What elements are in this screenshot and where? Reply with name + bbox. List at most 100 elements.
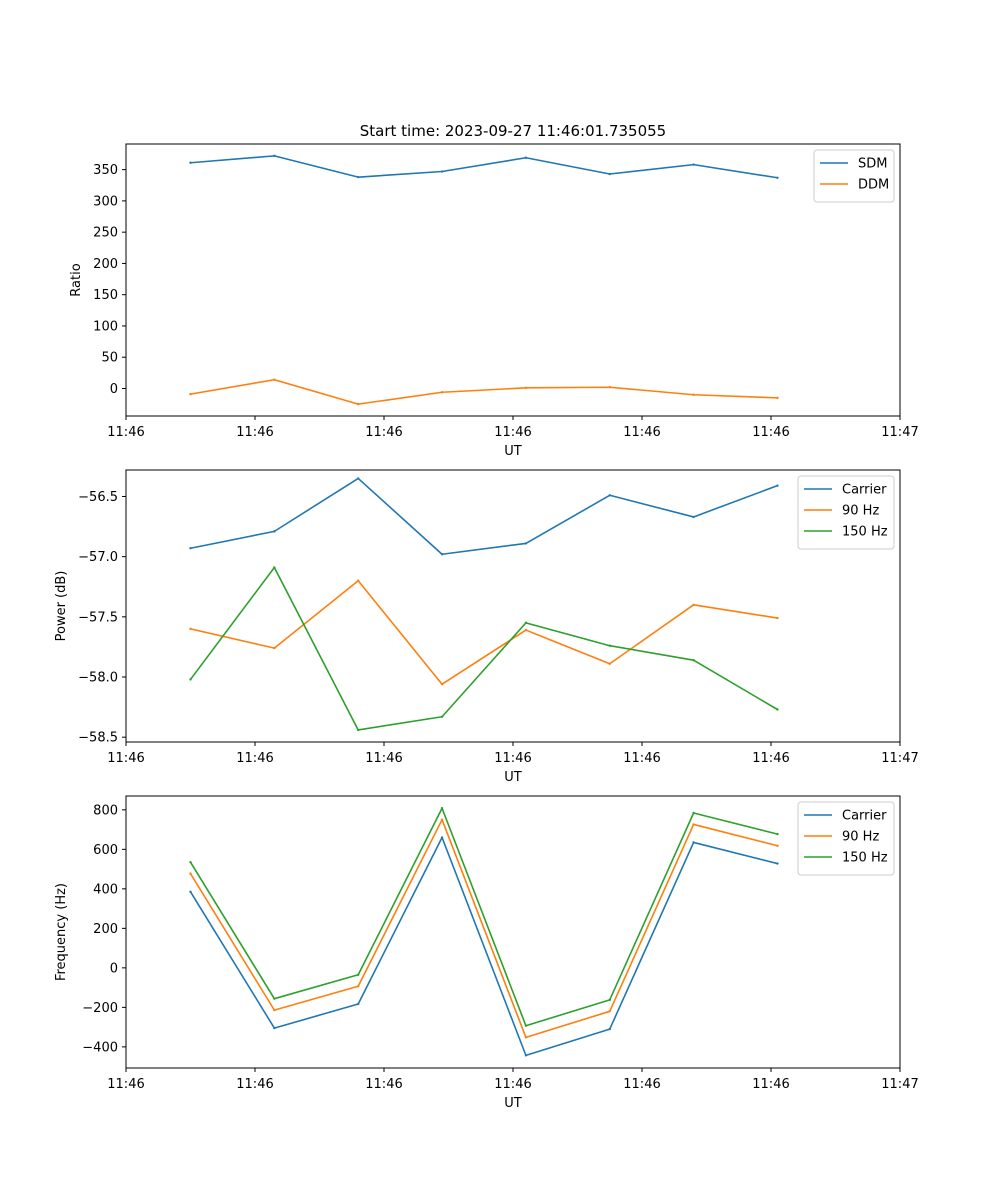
series-line-carrier — [189, 836, 778, 1057]
y-tick-label: −57.5 — [78, 610, 118, 625]
y-tick-label: 200 — [93, 922, 118, 937]
data-point — [273, 378, 276, 381]
data-point — [776, 844, 779, 847]
data-point — [273, 997, 276, 1000]
series-line-sdm — [190, 155, 778, 179]
legend: SDM DDM — [813, 149, 895, 203]
y-tick-label: −58.5 — [78, 731, 118, 746]
data-point — [440, 836, 444, 839]
data-point — [608, 1010, 611, 1013]
x-axis-label: UT — [504, 1096, 522, 1111]
data-point — [608, 1027, 611, 1031]
x-tick-label: 11:46 — [107, 751, 144, 766]
data-point — [776, 708, 779, 711]
data-point — [189, 860, 192, 864]
data-point — [524, 628, 528, 632]
data-point — [524, 1054, 528, 1057]
y-tick-label: −57.0 — [78, 550, 118, 565]
y-tick-label: 800 — [93, 803, 118, 818]
legend-label: 150 Hz — [842, 851, 888, 866]
y-tick-label: −56.5 — [78, 490, 118, 505]
data-point — [776, 832, 779, 836]
x-tick-label: 11:46 — [494, 425, 531, 440]
data-point — [189, 678, 192, 681]
data-point — [357, 973, 360, 976]
plots-container: 11:46 11:46 11:46 11:46 11:46 11:46 11:47 0 50 10… — [54, 143, 919, 1111]
data-point — [608, 494, 611, 497]
data-point — [776, 862, 779, 865]
x-axis-label: UT — [504, 770, 522, 785]
x-tick-label: 11:46 — [107, 425, 144, 440]
data-point — [273, 646, 276, 650]
data-point — [692, 823, 695, 826]
x-tick-label: 11:47 — [881, 1077, 918, 1092]
data-point — [608, 998, 611, 1002]
data-point — [189, 890, 192, 894]
series-line-carrier — [190, 477, 778, 556]
data-point — [692, 163, 695, 166]
data-point — [524, 1036, 528, 1039]
data-point — [692, 658, 695, 662]
x-tick-label: 11:46 — [752, 1077, 789, 1092]
y-tick-label: 300 — [93, 194, 118, 209]
y-tick-label: 150 — [93, 288, 118, 303]
y-tick-label: 50 — [101, 351, 118, 366]
legend-label: DDM — [858, 178, 889, 193]
data-point — [189, 392, 192, 396]
data-point — [692, 515, 695, 519]
data-point — [357, 728, 360, 732]
data-point — [440, 683, 444, 686]
data-point — [440, 553, 444, 556]
data-point — [357, 477, 360, 480]
series-line-90-hz — [189, 818, 778, 1039]
x-tick-label: 11:46 — [365, 425, 402, 440]
y-tick-label: −400 — [82, 1040, 118, 1055]
data-point — [357, 175, 360, 179]
data-point — [273, 1026, 276, 1030]
series-line-150-hz — [189, 566, 778, 731]
plot-panel-3: 11:46 11:46 11:46 11:46 11:46 11:46 11:47 −400 −… — [54, 795, 919, 1111]
data-point — [692, 603, 695, 606]
data-point — [608, 644, 611, 647]
series-line-150-hz — [189, 807, 778, 1027]
data-point — [357, 985, 360, 988]
x-tick-label: 11:46 — [623, 751, 660, 766]
x-tick-label: 11:46 — [365, 751, 402, 766]
data-point — [692, 811, 695, 815]
data-point — [357, 1002, 360, 1006]
x-tick-label: 11:46 — [623, 1077, 660, 1092]
legend-label: 90 Hz — [842, 830, 879, 845]
x-tick-label: 11:46 — [494, 751, 531, 766]
y-tick-label: 200 — [93, 257, 118, 272]
data-point — [273, 530, 276, 533]
x-tick-label: 11:46 — [494, 1077, 531, 1092]
data-point — [776, 176, 779, 179]
plot-panel-2: 11:46 11:46 11:46 11:46 11:46 11:46 11:47 −58.5… — [54, 469, 919, 785]
data-point — [189, 161, 192, 164]
y-tick-label: −58.0 — [78, 671, 118, 686]
x-tick-label: 11:47 — [881, 425, 918, 440]
y-tick-label: 100 — [93, 319, 118, 334]
legend: Carrier 90 Hz 150 Hz — [797, 801, 895, 876]
data-point — [524, 621, 528, 625]
data-point — [440, 170, 444, 173]
x-tick-label: 11:46 — [236, 1077, 273, 1092]
legend-label: Carrier — [842, 809, 887, 824]
y-tick-label: 0 — [110, 961, 118, 976]
x-tick-label: 11:46 — [107, 1077, 144, 1092]
data-point — [692, 841, 695, 844]
y-tick-label: −200 — [82, 1001, 118, 1016]
legend-label: 90 Hz — [842, 504, 879, 519]
plot-panel-1: 11:46 11:46 11:46 11:46 11:46 11:46 11:47 0 50 10… — [69, 143, 919, 459]
data-point — [440, 807, 444, 810]
data-point — [608, 172, 611, 176]
y-axis-label: Frequency (Hz) — [54, 883, 69, 981]
x-tick-label: 11:46 — [236, 425, 273, 440]
series-line-90-hz — [190, 579, 778, 686]
series-line-ddm — [190, 378, 778, 405]
data-point — [273, 1008, 276, 1012]
y-tick-label: 600 — [93, 843, 118, 858]
legend-label: Carrier — [842, 483, 887, 498]
data-point — [608, 662, 611, 665]
